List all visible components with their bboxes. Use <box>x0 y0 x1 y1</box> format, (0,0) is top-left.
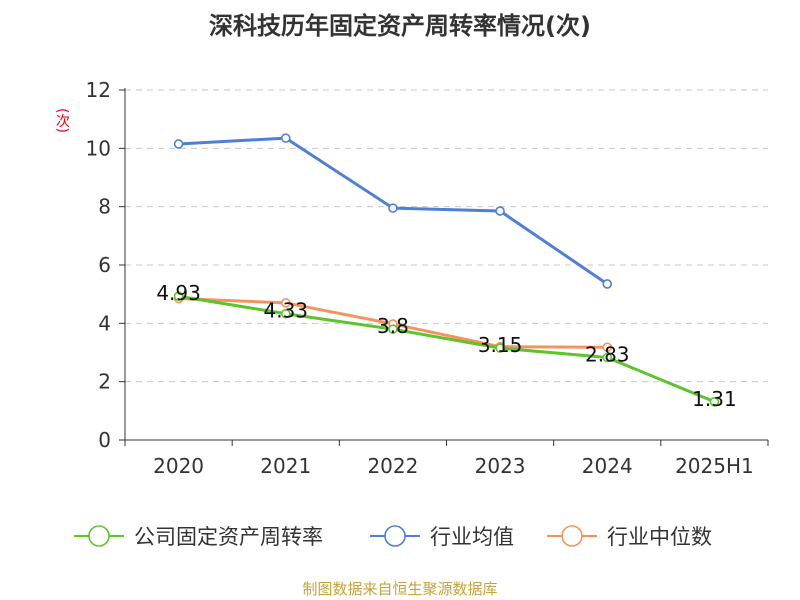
legend-label: 行业均值 <box>430 525 514 549</box>
series-line <box>178 294 715 404</box>
data-label: 3.8 <box>377 314 409 338</box>
legend-marker <box>561 525 583 547</box>
data-point <box>602 342 613 353</box>
y-tick-label: 4 <box>98 311 111 335</box>
data-point <box>495 206 505 216</box>
legend-label: 公司固定资产周转率 <box>134 525 323 549</box>
x-tick-label: 2025H1 <box>675 454 754 478</box>
data-point <box>173 291 184 302</box>
data-label: 3.15 <box>478 333 523 357</box>
data-point <box>280 298 291 308</box>
data-label: 4.33 <box>263 299 308 323</box>
x-tick-label: 2023 <box>475 454 526 478</box>
data-point <box>280 308 291 319</box>
data-point <box>602 352 613 363</box>
data-point <box>388 203 398 213</box>
y-tick-label: 8 <box>98 195 111 219</box>
data-point <box>280 133 291 143</box>
data-point <box>173 139 184 149</box>
y-tick-label: 0 <box>98 428 111 452</box>
data-point <box>709 396 720 407</box>
y-tick-label: 6 <box>98 253 111 277</box>
x-tick-label: 2020 <box>153 454 204 478</box>
x-tick-label: 2024 <box>582 454 633 478</box>
y-axis-label: (次) <box>54 108 70 133</box>
x-tick-label: 2022 <box>367 454 418 478</box>
data-point <box>388 324 398 334</box>
source-note: 制图数据来自恒生聚源数据库 <box>302 580 498 598</box>
chart-title: 深科技历年固定资产周转率情况(次) <box>209 12 591 40</box>
data-point <box>602 279 613 289</box>
data-label: 2.83 <box>585 342 630 366</box>
data-label: 4.93 <box>156 281 201 305</box>
legend-label: 行业中位数 <box>607 525 712 549</box>
y-tick-label: 12 <box>86 78 111 102</box>
legend-marker <box>384 525 406 547</box>
data-label: 1.31 <box>692 387 737 411</box>
data-point <box>495 343 505 353</box>
y-tick-label: 10 <box>86 136 111 160</box>
legend-marker <box>88 525 110 547</box>
y-tick-label: 2 <box>98 370 111 394</box>
x-tick-label: 2021 <box>260 454 311 478</box>
